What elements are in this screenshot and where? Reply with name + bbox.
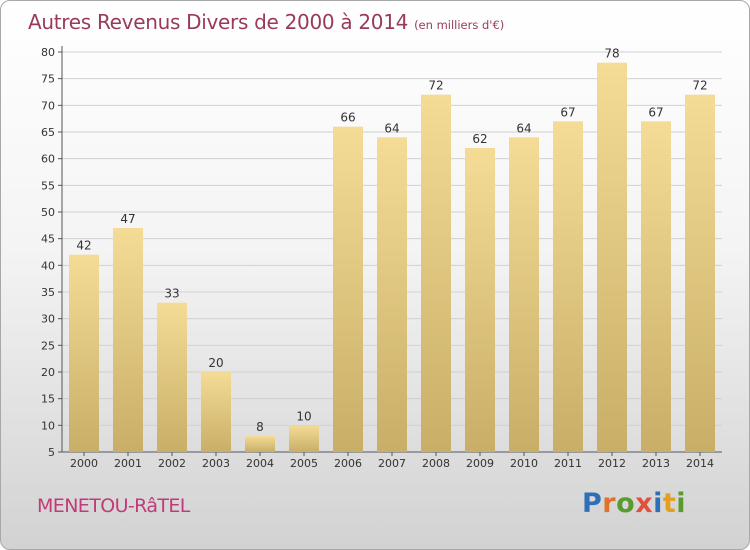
- x-tick-label-2012: 2012: [598, 457, 626, 470]
- bar-2014: [685, 94, 715, 453]
- x-tick-label-2000: 2000: [70, 457, 98, 470]
- logo-letter: i: [653, 488, 663, 519]
- data-label-2004: 8: [256, 420, 264, 434]
- x-tick-label-2011: 2011: [554, 457, 582, 470]
- data-label-2014: 72: [692, 79, 707, 93]
- y-tick-label: 45: [41, 233, 55, 246]
- data-label-2002: 33: [164, 287, 179, 301]
- y-tick-label: 70: [41, 99, 55, 112]
- bar-2008: [421, 94, 451, 453]
- y-tick-label: 50: [41, 206, 55, 219]
- x-tick-label-2002: 2002: [158, 457, 186, 470]
- data-label-2011: 67: [560, 105, 575, 119]
- y-tick-label: 25: [41, 339, 55, 352]
- bar-2000: [69, 254, 99, 452]
- x-tick-label-2007: 2007: [378, 457, 406, 470]
- y-tick-label: 55: [41, 179, 55, 192]
- y-tick-label: 80: [41, 46, 55, 59]
- x-tick-label-2006: 2006: [334, 457, 362, 470]
- logo-letter: P: [582, 488, 603, 519]
- data-label-2012: 78: [604, 47, 619, 61]
- y-tick-label: 65: [41, 126, 55, 139]
- data-label-2005: 10: [296, 409, 311, 423]
- y-tick-label: 75: [41, 73, 55, 86]
- bar-2011: [553, 121, 583, 452]
- proxiti-logo: Proxiti: [582, 488, 686, 519]
- x-tick-label-2009: 2009: [466, 457, 494, 470]
- data-label-2007: 64: [384, 121, 399, 135]
- chart-title: Autres Revenus Divers de 2000 à 2014 (en …: [28, 10, 504, 34]
- y-tick-label: 10: [41, 419, 55, 432]
- data-label-2008: 72: [428, 79, 443, 93]
- logo-letter: x: [635, 488, 654, 519]
- bar-2010: [509, 137, 539, 453]
- bar-2005: [289, 425, 319, 452]
- bar-2006: [333, 126, 363, 453]
- y-tick-label: 5: [48, 446, 55, 459]
- data-labels: 42 47 33 20 8 10 66 64 72 62 64 67 78 67 72: [76, 47, 707, 434]
- x-tick-label-2014: 2014: [686, 457, 714, 470]
- y-tick-label: 35: [41, 286, 55, 299]
- data-label-2010: 64: [516, 121, 531, 135]
- y-tick-label: 15: [41, 393, 55, 406]
- bar-2009: [465, 148, 495, 452]
- x-tick-label-2005: 2005: [290, 457, 318, 470]
- logo-letter: i: [676, 488, 687, 519]
- logo-letter: r: [602, 488, 617, 519]
- logo-letter: o: [616, 488, 636, 519]
- y-tick-label: 40: [41, 259, 55, 272]
- data-label-2006: 66: [340, 111, 355, 125]
- data-label-2000: 42: [76, 239, 91, 253]
- data-label-2009: 62: [472, 132, 487, 146]
- bar-2012: [597, 62, 627, 453]
- x-tick-label-2008: 2008: [422, 457, 450, 470]
- bar-2007: [377, 137, 407, 453]
- logo-letter: t: [662, 488, 677, 519]
- x-tick-label-2003: 2003: [202, 457, 230, 470]
- bar-2004: [245, 436, 275, 452]
- axes: 5 10 15 20 25 30 35 40 45 50 55 60 65 70 75 80 2000 2001 2…: [41, 46, 722, 470]
- x-tick-label-2010: 2010: [510, 457, 538, 470]
- x-tick-label-2001: 2001: [114, 457, 142, 470]
- bar-2013: [641, 121, 671, 452]
- place-label: MENETOU-RâTEL: [37, 495, 190, 517]
- bar-2002: [157, 302, 187, 452]
- data-label-2013: 67: [648, 105, 663, 119]
- bar-2001: [113, 228, 143, 452]
- y-tick-label: 60: [41, 153, 55, 166]
- data-label-2001: 47: [120, 212, 135, 226]
- chart-title-unit: (en milliers d'€): [414, 18, 505, 32]
- chart-title-main: Autres Revenus Divers de 2000 à 2014: [28, 10, 409, 34]
- x-tick-label-2004: 2004: [246, 457, 274, 470]
- y-tick-label: 20: [41, 366, 55, 379]
- y-tick-label: 30: [41, 313, 55, 326]
- bars: [69, 62, 715, 453]
- data-label-2003: 20: [208, 356, 223, 370]
- bar-2003: [201, 372, 231, 452]
- x-tick-label-2013: 2013: [642, 457, 670, 470]
